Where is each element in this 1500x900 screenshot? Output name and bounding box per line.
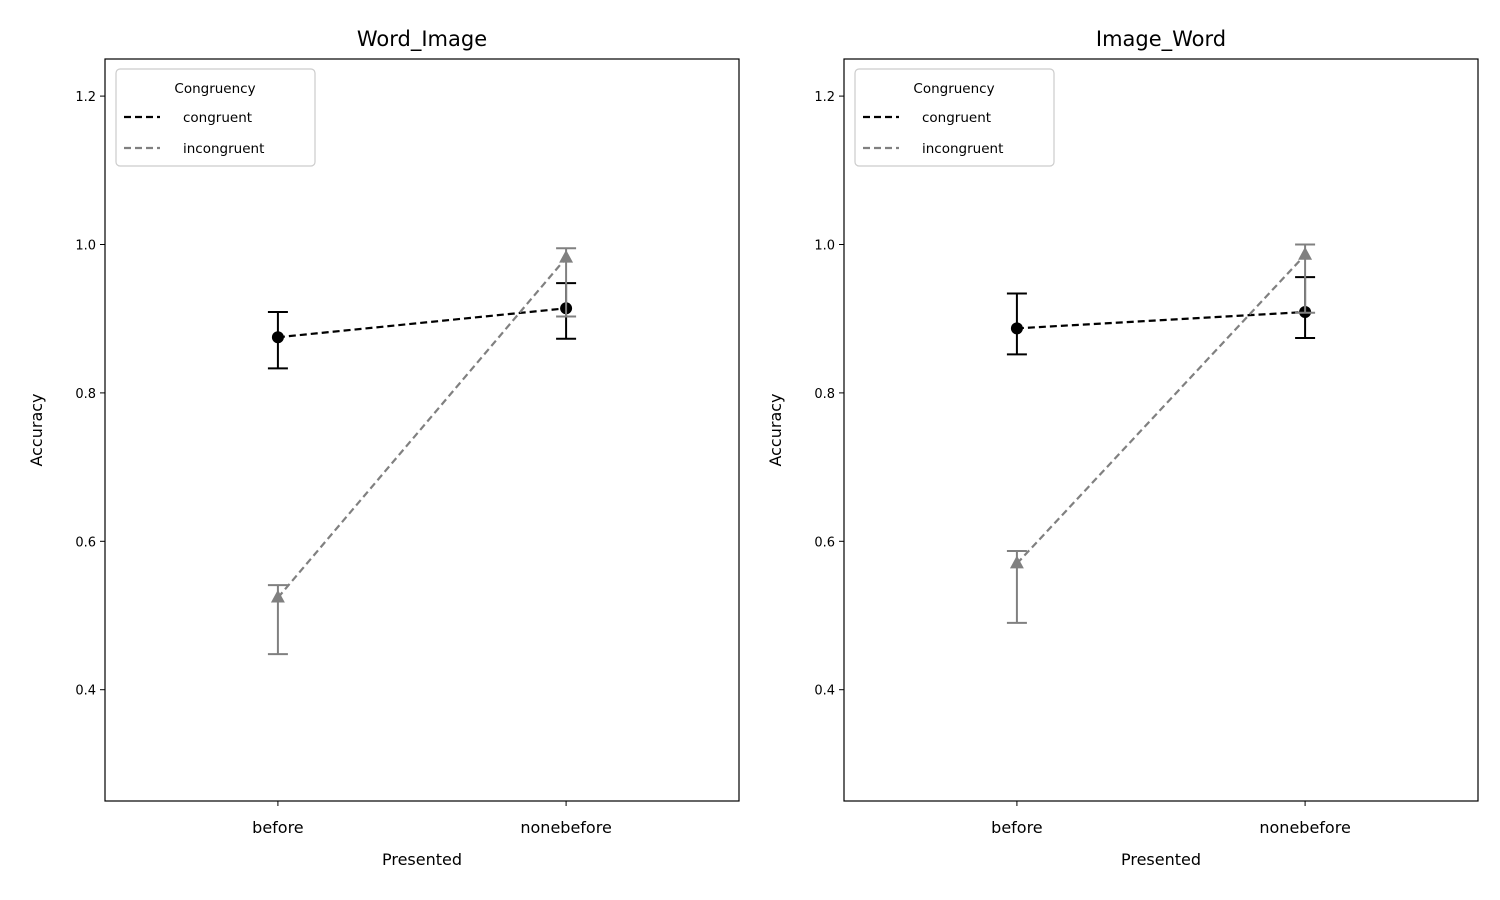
chart-title: Word_Image <box>357 27 487 52</box>
y-tick-label: 0.6 <box>814 535 835 550</box>
x-axis-label: Presented <box>1121 850 1201 869</box>
data-point-congruent <box>1010 322 1023 335</box>
data-point-incongruent <box>270 589 285 603</box>
series-line-incongruent <box>277 257 567 599</box>
series-line-incongruent <box>1016 254 1306 565</box>
x-tick-label: nonebefore <box>520 818 611 837</box>
y-tick-label: 0.4 <box>814 684 835 699</box>
y-tick-label: 0.4 <box>75 684 96 699</box>
legend-label-incongruent: incongruent <box>183 141 264 157</box>
y-tick-label: 1.2 <box>814 90 835 105</box>
data-point-incongruent <box>1298 246 1313 260</box>
data-point-incongruent <box>559 249 574 263</box>
plot-frame <box>843 58 1479 802</box>
legend-box <box>115 68 316 167</box>
legend <box>115 68 316 167</box>
data-point-incongruent <box>1009 555 1024 569</box>
series-congruent <box>1006 276 1316 356</box>
series-incongruent <box>267 247 577 656</box>
x-tick-label: nonebefore <box>1259 818 1350 837</box>
y-tick-label: 1.2 <box>75 90 96 105</box>
y-axis-label: Accuracy <box>27 393 46 466</box>
series-line-congruent <box>277 307 567 339</box>
legend-title: Congruency <box>174 81 255 97</box>
y-tick-label: 1.0 <box>75 239 96 254</box>
series-incongruent <box>1006 243 1316 624</box>
chart-title: Image_Word <box>1096 27 1226 52</box>
y-tick-label: 0.6 <box>75 535 96 550</box>
x-axis-label: Presented <box>382 850 462 869</box>
chart-panel-word-image: Word_Image Presented Accuracy 0.4 0.6 0.8 1… <box>27 27 740 869</box>
legend-label-incongruent: incongruent <box>922 141 1003 157</box>
y-tick-label: 1.0 <box>814 239 835 254</box>
y-axis-label: Accuracy <box>766 393 785 466</box>
x-tick-label: before <box>991 818 1043 837</box>
y-tick-label: 0.8 <box>814 387 835 402</box>
y-tick-label: 0.8 <box>75 387 96 402</box>
legend-box <box>854 68 1055 167</box>
series-line-congruent <box>1016 310 1306 330</box>
series-congruent <box>267 282 577 370</box>
legend-title: Congruency <box>913 81 994 97</box>
legend <box>854 68 1055 167</box>
data-point-congruent <box>271 331 284 344</box>
legend-label-congruent: congruent <box>922 110 991 126</box>
legend-label-congruent: congruent <box>183 110 252 126</box>
x-tick-label: before <box>252 818 304 837</box>
chart-panel-image-word: Image_Word Presented Accuracy 0.4 0.6 0.8 1… <box>766 27 1479 869</box>
plot-frame <box>104 58 740 802</box>
